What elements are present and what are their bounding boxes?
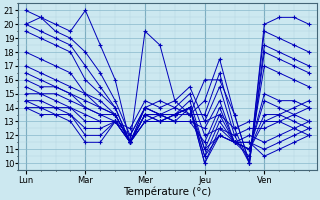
X-axis label: Température (°c): Température (°c) — [123, 186, 212, 197]
